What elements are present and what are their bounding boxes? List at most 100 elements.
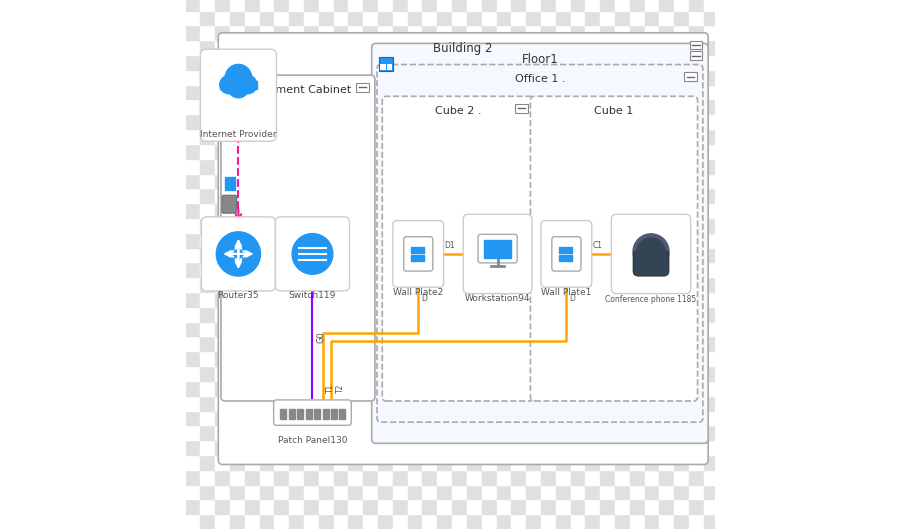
Bar <box>304 203 319 218</box>
Bar <box>674 70 689 85</box>
Bar <box>304 40 319 55</box>
Bar <box>689 514 704 529</box>
Bar <box>526 129 541 144</box>
Bar <box>259 411 274 425</box>
Bar <box>566 247 572 252</box>
Bar <box>467 292 482 307</box>
Bar <box>660 144 674 159</box>
Bar <box>408 470 422 485</box>
Bar <box>660 351 674 366</box>
Bar <box>348 366 364 381</box>
Bar <box>674 514 689 529</box>
Bar <box>482 455 497 470</box>
Bar <box>393 218 408 233</box>
Bar <box>600 499 615 514</box>
Bar <box>571 351 585 366</box>
Bar <box>526 174 541 188</box>
Bar <box>660 218 674 233</box>
Bar <box>364 85 378 99</box>
Bar <box>319 351 334 366</box>
Bar <box>674 114 689 129</box>
Bar <box>422 440 437 455</box>
Bar <box>526 499 541 514</box>
Bar <box>511 396 526 411</box>
Text: Building 2: Building 2 <box>434 42 493 56</box>
Bar <box>245 307 259 322</box>
Bar <box>660 381 674 396</box>
Bar <box>393 248 408 262</box>
Bar <box>364 144 378 159</box>
Bar <box>334 470 348 485</box>
Bar <box>482 25 497 40</box>
Bar <box>364 218 378 233</box>
Circle shape <box>633 234 669 270</box>
Bar <box>600 203 615 218</box>
Bar <box>600 0 615 11</box>
Bar <box>230 188 245 203</box>
Bar <box>274 11 289 25</box>
Bar <box>437 351 452 366</box>
Bar <box>615 233 630 248</box>
Bar <box>185 70 201 85</box>
Bar <box>408 381 422 396</box>
Bar <box>644 262 660 277</box>
Bar <box>600 381 615 396</box>
Bar <box>334 277 348 292</box>
Bar <box>274 455 289 470</box>
Bar <box>644 0 660 11</box>
Bar <box>674 11 689 25</box>
Bar <box>615 277 630 292</box>
Bar <box>422 381 437 396</box>
Bar <box>556 381 571 396</box>
Bar <box>497 411 511 425</box>
Bar <box>674 262 689 277</box>
Bar <box>334 233 348 248</box>
Bar <box>185 322 201 336</box>
Bar <box>600 129 615 144</box>
Bar <box>630 218 644 233</box>
Bar <box>422 129 437 144</box>
Bar <box>348 262 364 277</box>
Bar <box>334 366 348 381</box>
Bar <box>348 70 364 85</box>
Bar <box>319 262 334 277</box>
Bar <box>482 0 497 11</box>
Bar <box>201 351 215 366</box>
Bar <box>259 440 274 455</box>
Bar <box>348 322 364 336</box>
Text: Patch Panel130: Patch Panel130 <box>278 436 347 445</box>
Bar <box>482 11 497 25</box>
Text: D1: D1 <box>445 241 455 250</box>
Bar <box>334 351 348 366</box>
Bar <box>585 70 600 85</box>
Bar <box>644 203 660 218</box>
FancyBboxPatch shape <box>541 221 592 287</box>
Bar <box>674 411 689 425</box>
Bar <box>526 40 541 55</box>
Bar <box>615 144 630 159</box>
Bar <box>571 159 585 174</box>
Bar <box>644 381 660 396</box>
Text: D: D <box>421 294 427 303</box>
Bar <box>541 159 556 174</box>
Bar <box>215 114 230 129</box>
Bar <box>319 366 334 381</box>
Bar <box>393 485 408 499</box>
Bar <box>408 55 422 70</box>
Bar <box>497 11 511 25</box>
Bar <box>422 40 437 55</box>
Bar <box>289 262 304 277</box>
Bar <box>245 11 259 25</box>
Bar <box>556 411 571 425</box>
Bar <box>304 366 319 381</box>
Bar <box>378 55 393 70</box>
Bar <box>556 425 571 440</box>
Bar <box>185 292 201 307</box>
Bar <box>334 485 348 499</box>
Bar <box>526 440 541 455</box>
Bar <box>689 203 704 218</box>
Bar <box>245 188 259 203</box>
Bar <box>408 203 422 218</box>
Bar <box>660 396 674 411</box>
Bar <box>408 25 422 40</box>
